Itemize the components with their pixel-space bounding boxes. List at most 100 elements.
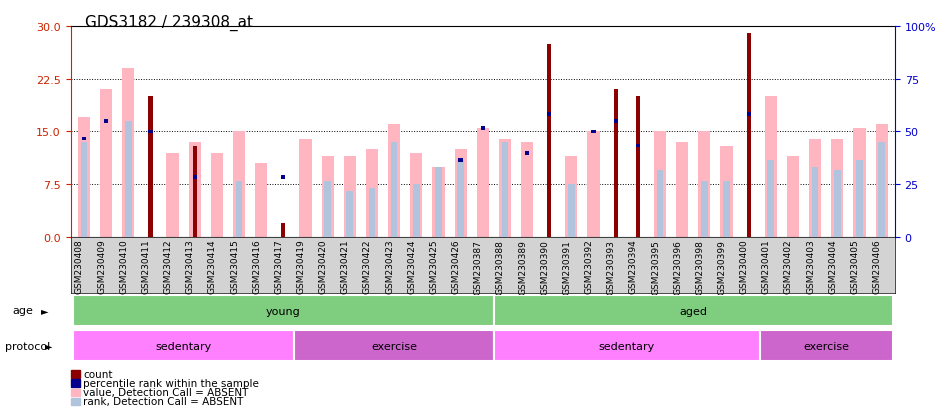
Bar	[698, 132, 710, 237]
Bar	[188, 143, 201, 237]
Text: rank, Detection Call = ABSENT: rank, Detection Call = ABSENT	[83, 396, 243, 406]
Bar	[365, 150, 378, 237]
Bar	[588, 132, 600, 237]
Bar	[233, 132, 245, 237]
Bar	[701, 181, 707, 237]
Text: GSM230425: GSM230425	[430, 239, 438, 294]
Bar	[521, 143, 533, 237]
Bar	[100, 90, 112, 237]
Text: GSM230408: GSM230408	[75, 239, 84, 294]
Text: ►: ►	[45, 341, 53, 351]
Text: GSM230393: GSM230393	[607, 239, 616, 294]
Text: GSM230423: GSM230423	[385, 239, 394, 294]
Text: GSM230402: GSM230402	[784, 239, 793, 294]
Bar	[768, 160, 774, 237]
Bar	[368, 188, 375, 237]
Text: GDS3182 / 239308_at: GDS3182 / 239308_at	[85, 14, 252, 31]
Text: GSM230406: GSM230406	[872, 239, 882, 294]
Text: GSM230417: GSM230417	[274, 239, 284, 294]
Bar	[148, 97, 153, 237]
Bar	[746, 34, 751, 237]
Bar	[787, 157, 799, 237]
Bar	[613, 120, 618, 123]
Bar	[236, 181, 242, 237]
Bar	[344, 157, 356, 237]
Text: GSM230419: GSM230419	[297, 239, 305, 294]
Bar	[73, 330, 295, 361]
Text: GSM230410: GSM230410	[120, 239, 128, 294]
Bar	[547, 113, 551, 116]
Text: ►: ►	[41, 306, 48, 316]
Bar	[760, 330, 893, 361]
Text: GSM230421: GSM230421	[341, 239, 349, 294]
Bar	[834, 171, 840, 237]
Text: GSM230398: GSM230398	[695, 239, 705, 294]
Bar	[568, 185, 575, 237]
Bar	[435, 167, 442, 237]
Bar	[388, 125, 400, 237]
Text: GSM230387: GSM230387	[474, 239, 482, 294]
Bar	[812, 167, 819, 237]
Bar	[321, 157, 333, 237]
Text: GSM230403: GSM230403	[806, 239, 815, 294]
Bar	[73, 295, 494, 326]
Text: GSM230390: GSM230390	[541, 239, 549, 294]
Bar	[167, 153, 179, 237]
Bar	[459, 158, 463, 162]
Text: percentile rank within the sample: percentile rank within the sample	[83, 378, 259, 388]
Bar	[122, 69, 135, 237]
Text: GSM230415: GSM230415	[230, 239, 239, 294]
Bar	[148, 130, 153, 134]
Bar	[721, 146, 733, 237]
Bar	[723, 181, 730, 237]
Bar	[636, 97, 640, 237]
Bar	[809, 139, 821, 237]
Text: GSM230404: GSM230404	[828, 239, 837, 294]
Bar	[875, 125, 887, 237]
Bar	[300, 139, 312, 237]
Bar	[432, 167, 445, 237]
Bar	[525, 151, 529, 155]
Bar	[282, 176, 285, 180]
Bar	[82, 137, 86, 141]
Bar	[255, 164, 268, 237]
Bar	[494, 295, 893, 326]
Text: GSM230411: GSM230411	[141, 239, 151, 294]
Bar	[654, 132, 666, 237]
Text: aged: aged	[679, 306, 707, 316]
Text: GSM230389: GSM230389	[518, 239, 528, 294]
Bar	[565, 157, 577, 237]
Bar	[457, 160, 464, 237]
Bar	[410, 153, 422, 237]
Text: protocol: protocol	[5, 341, 50, 351]
Text: GSM230424: GSM230424	[407, 239, 416, 294]
Text: sedentary: sedentary	[599, 341, 655, 351]
Bar	[636, 144, 640, 148]
Text: GSM230413: GSM230413	[186, 239, 195, 294]
Text: GSM230396: GSM230396	[674, 239, 682, 294]
Text: sedentary: sedentary	[155, 341, 212, 351]
Bar	[125, 121, 132, 237]
Bar	[592, 130, 595, 134]
Bar	[477, 128, 489, 237]
Bar	[104, 120, 108, 123]
Text: GSM230394: GSM230394	[629, 239, 638, 294]
Text: GSM230420: GSM230420	[318, 239, 328, 294]
Text: GSM230405: GSM230405	[851, 239, 859, 294]
Text: count: count	[83, 369, 112, 379]
Bar	[878, 143, 885, 237]
Bar	[657, 171, 663, 237]
Bar	[282, 223, 285, 237]
Text: GSM230416: GSM230416	[252, 239, 261, 294]
Bar	[613, 90, 618, 237]
Text: GSM230392: GSM230392	[585, 239, 593, 294]
Text: GSM230422: GSM230422	[363, 239, 372, 294]
Text: GSM230395: GSM230395	[651, 239, 660, 294]
Bar	[192, 146, 197, 237]
Bar	[746, 113, 751, 116]
Text: young: young	[266, 306, 300, 316]
Bar	[501, 143, 509, 237]
Text: GSM230409: GSM230409	[97, 239, 106, 294]
Bar	[295, 330, 494, 361]
Bar	[547, 44, 551, 237]
